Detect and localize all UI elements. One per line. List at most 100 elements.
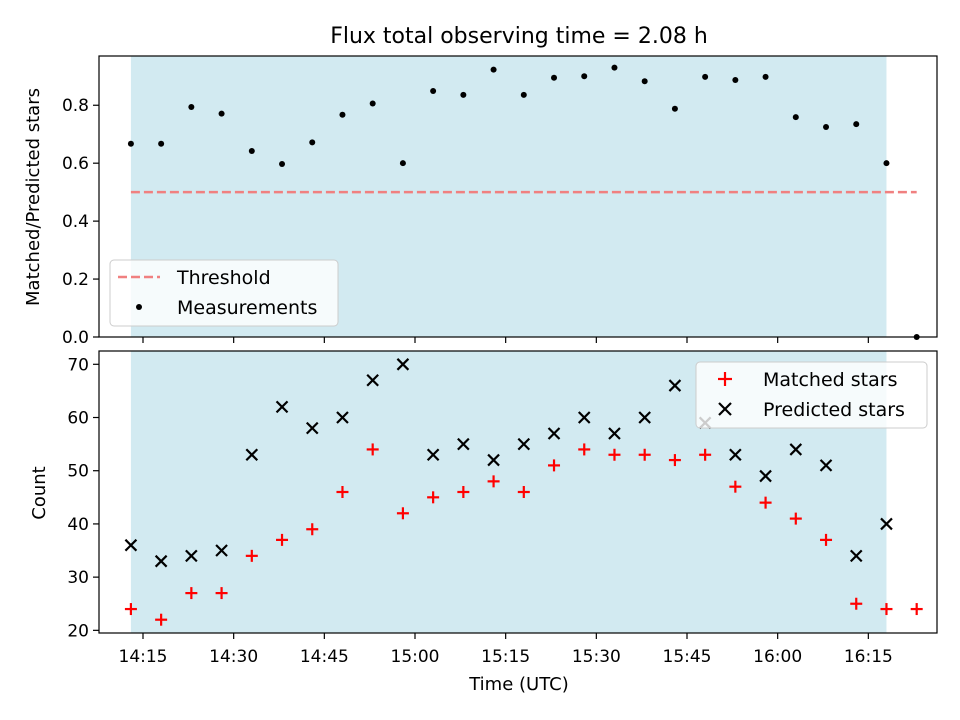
- predicted-star-point: [305, 421, 319, 435]
- y-tick-label: 50: [67, 462, 89, 482]
- y-tick-label: 40: [67, 515, 89, 535]
- matched-star-point: [789, 512, 802, 525]
- predicted-star-point: [487, 453, 500, 467]
- predicted-star-point: [185, 549, 198, 563]
- predicted-star-point: [789, 443, 803, 456]
- matched-star-point: [699, 448, 712, 461]
- x-tick-label: 14:30: [209, 647, 258, 667]
- x-tick-label: 16:00: [753, 647, 802, 667]
- matched-star-point: [366, 443, 379, 456]
- measurement-point: [581, 73, 588, 80]
- y-tick-label: 60: [67, 409, 89, 429]
- measurement-point: [823, 123, 830, 130]
- legend-matched-swatch: [718, 372, 732, 386]
- matched-star-point: [850, 597, 863, 610]
- matched-star-point: [457, 486, 470, 498]
- y-tick-label: 0.6: [62, 154, 89, 174]
- predicted-star-point: [457, 437, 470, 451]
- matched-star-point: [306, 523, 319, 536]
- matched-star-point: [215, 587, 228, 600]
- count-x-axis-ticks: 14:15 14:30 14:45 15:00 15:15 15:30 15:45 16:00…: [119, 633, 893, 667]
- predicted-star-point: [275, 400, 289, 414]
- measurement-point: [520, 91, 527, 98]
- predicted-star-point: [729, 448, 742, 462]
- measurement-point: [339, 111, 346, 118]
- x-tick-label: 14:45: [300, 647, 349, 667]
- measurement-point: [248, 148, 255, 155]
- y-tick-label: 0.0: [62, 328, 89, 348]
- predicted-star-point: [880, 517, 893, 531]
- measurement-point: [460, 91, 467, 98]
- x-tick-label: 15:30: [572, 647, 621, 667]
- measurement-point: [490, 66, 497, 73]
- count-legend: Matched stars Predicted stars: [695, 361, 928, 429]
- x-tick-label: 16:15: [844, 647, 893, 667]
- measurement-point: [702, 73, 709, 80]
- matched-star-point: [396, 507, 409, 520]
- matched-star-point: [668, 454, 681, 467]
- measurement-points: [127, 64, 920, 340]
- measurement-point: [430, 88, 437, 95]
- count-panel: 20 30 40 50 60 70 14:15 14:30 14:45 15:00 15:15 15…: [29, 350, 938, 695]
- measurement-point: [853, 121, 860, 128]
- count-panel-frame: [98, 350, 938, 634]
- matched-star-point: [820, 533, 833, 546]
- matched-star-point: [427, 491, 440, 504]
- ratio-legend: Threshold Measurements: [109, 259, 339, 327]
- measurement-point: [158, 140, 165, 147]
- x-tick-label: 15:00: [391, 647, 440, 667]
- matched-star-point: [880, 603, 893, 616]
- matched-star-point: [487, 475, 500, 488]
- matched-star-point: [336, 486, 349, 498]
- measurement-point: [671, 105, 678, 112]
- predicted-star-point: [154, 554, 168, 568]
- predicted-star-point: [245, 448, 259, 462]
- y-tick-label: 0.8: [62, 96, 89, 116]
- measurement-point: [732, 77, 739, 84]
- ratio-y-axis-ticks: 0.0 0.2 0.4 0.6 0.8: [62, 96, 99, 348]
- measurement-point: [551, 74, 558, 81]
- matched-star-point: [185, 587, 198, 600]
- x-tick-label: 15:15: [481, 647, 530, 667]
- legend-predicted-label: Predicted stars: [763, 399, 905, 421]
- legend-predicted-swatch: [718, 402, 732, 416]
- count-y-axis-label: Count: [29, 466, 50, 519]
- legend-measurement-swatch: [136, 304, 142, 310]
- matched-star-point: [729, 480, 742, 493]
- y-tick-label: 0.2: [62, 270, 89, 290]
- count-legend-box: [695, 361, 928, 429]
- matched-star-point: [548, 459, 561, 472]
- y-tick-label: 70: [67, 355, 89, 375]
- measurement-point: [399, 160, 406, 167]
- matched-star-point: [517, 486, 530, 498]
- measurement-point: [762, 73, 769, 80]
- predicted-star-point: [668, 379, 682, 392]
- measurement-point: [309, 139, 316, 146]
- predicted-stars-points: [124, 358, 893, 568]
- y-tick-label: 20: [67, 621, 89, 641]
- measurement-point: [883, 160, 890, 167]
- matched-star-point: [759, 496, 772, 509]
- matched-star-point: [124, 603, 137, 616]
- predicted-star-point: [577, 411, 591, 424]
- legend-threshold-label: Threshold: [176, 267, 271, 289]
- predicted-star-point: [366, 373, 379, 387]
- matched-star-point: [155, 613, 168, 626]
- matched-stars-points: [124, 443, 923, 626]
- predicted-star-point: [124, 538, 138, 552]
- measurement-point: [188, 103, 195, 110]
- chart-title: Flux total observing time = 2.08 h: [330, 24, 708, 49]
- measurement-point: [369, 100, 376, 107]
- predicted-star-point: [638, 411, 651, 424]
- ratio-panel-frame: [98, 55, 938, 338]
- ratio-legend-box: [109, 259, 339, 327]
- measurement-point: [611, 64, 618, 71]
- predicted-star-point: [336, 411, 349, 424]
- x-tick-label: 14:15: [119, 647, 168, 667]
- predicted-star-point: [547, 427, 561, 440]
- ratio-panel: 0.00.20.40.60.8 Matched/Predicted stars …: [23, 55, 938, 348]
- matched-star-point: [578, 443, 591, 456]
- x-axis-label: Time (UTC): [468, 674, 569, 695]
- measurement-point: [218, 110, 225, 117]
